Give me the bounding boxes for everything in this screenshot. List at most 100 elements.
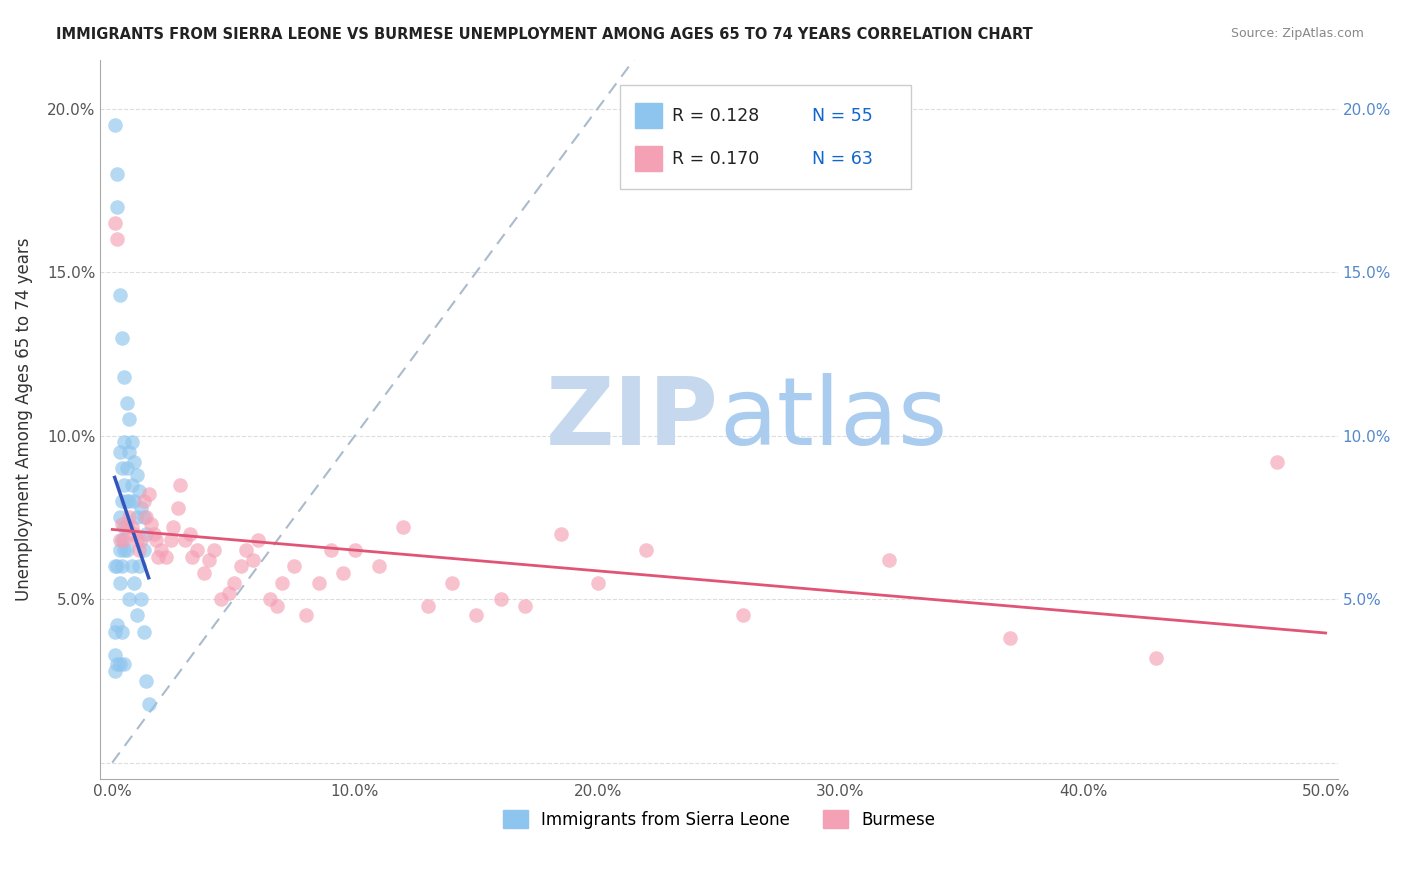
Point [222, 575, 245, 590]
Point [128, 543, 150, 558]
Point [586, 575, 609, 590]
Point [259, 592, 281, 607]
Point [138, 487, 160, 501]
Point [242, 553, 264, 567]
Point [125, 533, 148, 548]
Point [122, 575, 145, 590]
Point [145, 533, 167, 548]
Point [550, 526, 572, 541]
Point [138, 697, 160, 711]
Point [112, 369, 135, 384]
Point [181, 549, 204, 564]
Point [125, 467, 148, 482]
Point [1144, 651, 1167, 665]
Point [112, 657, 135, 672]
Point [155, 549, 177, 564]
Point [112, 435, 135, 450]
Point [368, 559, 391, 574]
Text: N = 55: N = 55 [811, 107, 873, 125]
Point [131, 592, 153, 607]
Point [115, 520, 138, 534]
Point [186, 543, 208, 558]
Point [108, 533, 131, 548]
Point [111, 494, 134, 508]
Point [112, 543, 135, 558]
Point [104, 216, 127, 230]
Point [513, 599, 536, 613]
Bar [634, 146, 662, 171]
Point [115, 396, 138, 410]
Point [202, 543, 225, 558]
Point [465, 608, 488, 623]
Point [332, 566, 354, 580]
Point [132, 510, 155, 524]
Point [105, 232, 128, 246]
Point [229, 559, 252, 574]
Point [131, 500, 153, 515]
Point [118, 412, 141, 426]
Point [271, 575, 294, 590]
Point [122, 455, 145, 469]
Text: N = 63: N = 63 [811, 150, 873, 168]
Text: R = 0.170: R = 0.170 [672, 150, 759, 168]
Point [108, 288, 131, 302]
Point [111, 330, 134, 344]
Point [125, 510, 148, 524]
Point [166, 500, 188, 515]
Point [139, 516, 162, 531]
Point [877, 553, 900, 567]
Point [118, 592, 141, 607]
Point [246, 533, 269, 548]
Point [105, 200, 128, 214]
Point [128, 559, 150, 574]
Point [733, 608, 755, 623]
Point [122, 526, 145, 541]
Point [121, 520, 143, 534]
Point [111, 533, 134, 548]
Point [489, 592, 512, 607]
Text: ZIP: ZIP [546, 373, 718, 466]
Point [179, 526, 201, 541]
Point [111, 461, 134, 475]
Point [636, 543, 658, 558]
Point [135, 673, 157, 688]
Point [112, 477, 135, 491]
Point [118, 510, 141, 524]
Point [121, 435, 143, 450]
Point [111, 516, 134, 531]
Point [115, 461, 138, 475]
Point [148, 549, 170, 564]
Bar [634, 103, 662, 128]
Text: R = 0.128: R = 0.128 [672, 107, 759, 125]
Point [121, 559, 143, 574]
Point [108, 445, 131, 459]
Point [104, 624, 127, 639]
Point [111, 624, 134, 639]
Point [104, 648, 127, 662]
Text: IMMIGRANTS FROM SIERRA LEONE VS BURMESE UNEMPLOYMENT AMONG AGES 65 TO 74 YEARS C: IMMIGRANTS FROM SIERRA LEONE VS BURMESE … [56, 27, 1033, 42]
Point [319, 543, 342, 558]
Point [118, 445, 141, 459]
Point [108, 575, 131, 590]
Point [105, 657, 128, 672]
Point [235, 543, 257, 558]
Point [135, 510, 157, 524]
Point [115, 543, 138, 558]
Point [440, 575, 463, 590]
Point [118, 494, 141, 508]
Point [128, 484, 150, 499]
Point [111, 559, 134, 574]
Legend: Immigrants from Sierra Leone, Burmese: Immigrants from Sierra Leone, Burmese [496, 804, 942, 835]
Point [416, 599, 439, 613]
FancyBboxPatch shape [620, 85, 911, 189]
Point [392, 520, 415, 534]
Point [159, 533, 181, 548]
Point [162, 520, 184, 534]
Point [115, 494, 138, 508]
Point [218, 585, 240, 599]
Point [132, 624, 155, 639]
Point [105, 167, 128, 181]
Point [149, 543, 172, 558]
Point [122, 494, 145, 508]
Point [198, 553, 221, 567]
